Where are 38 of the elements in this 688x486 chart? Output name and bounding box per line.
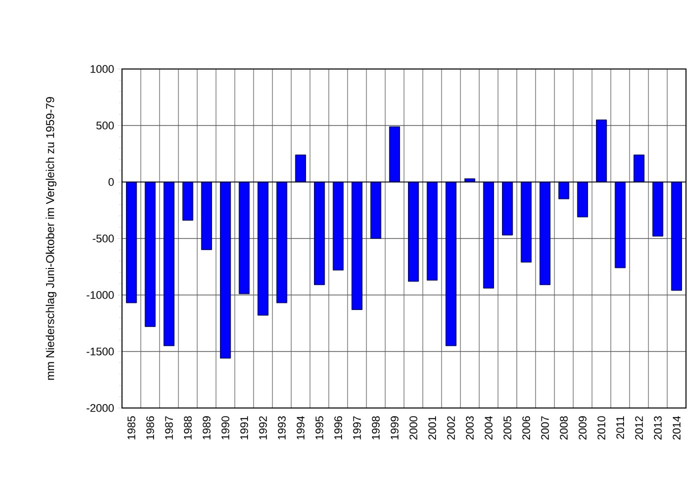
x-tick-label: 1987 [165,416,173,440]
x-tick-label: 2000 [410,416,418,440]
y-tick-label: -1500 [86,348,114,356]
x-tick-label: 2006 [522,416,530,440]
x-tick-label: 1992 [259,416,267,440]
x-tick-label: 1986 [146,416,154,440]
x-tick-label: 1989 [202,416,210,440]
x-tick-label: 1998 [372,416,380,440]
x-tick-label: 2008 [560,416,568,440]
x-tick-label: 1990 [222,416,230,440]
x-tick-label: 2007 [541,416,549,440]
x-tick-label: 1988 [184,416,192,440]
x-tick-label: 1991 [240,416,248,440]
x-tick-label: 2002 [447,416,455,440]
x-tick-label: 2009 [578,416,586,440]
x-tick-label: 1997 [353,416,361,440]
x-tick-label: 2012 [635,416,643,440]
x-tick-label: 2005 [504,416,512,440]
x-tick-label: 2011 [616,416,624,439]
x-tick-label: 1994 [296,416,304,440]
y-tick-label: -1000 [86,291,114,299]
x-tick-label: 2003 [466,416,474,440]
y-tick-label: -2000 [86,404,114,412]
x-tick-label: 1999 [390,416,398,440]
x-tick-label: 1993 [278,416,286,440]
y-tick-label: 0 [108,178,114,186]
x-tick-label: 2014 [672,416,680,440]
x-tick-label: 1996 [334,416,342,440]
y-tick-label: 1000 [90,65,114,73]
x-tick-label: 1995 [316,416,324,440]
x-tick-label: 1985 [128,416,136,440]
x-tick-label: 2001 [428,416,436,440]
y-axis-title: mm Niederschlag Juni-Oktober im Vergleich zu 1959-79 [46,97,56,380]
x-tick-label: 2004 [484,416,492,440]
y-tick-label: -500 [92,234,114,242]
y-tick-label: 500 [96,122,114,130]
x-tick-label: 2010 [598,416,606,440]
x-tick-label: 2013 [654,416,662,440]
